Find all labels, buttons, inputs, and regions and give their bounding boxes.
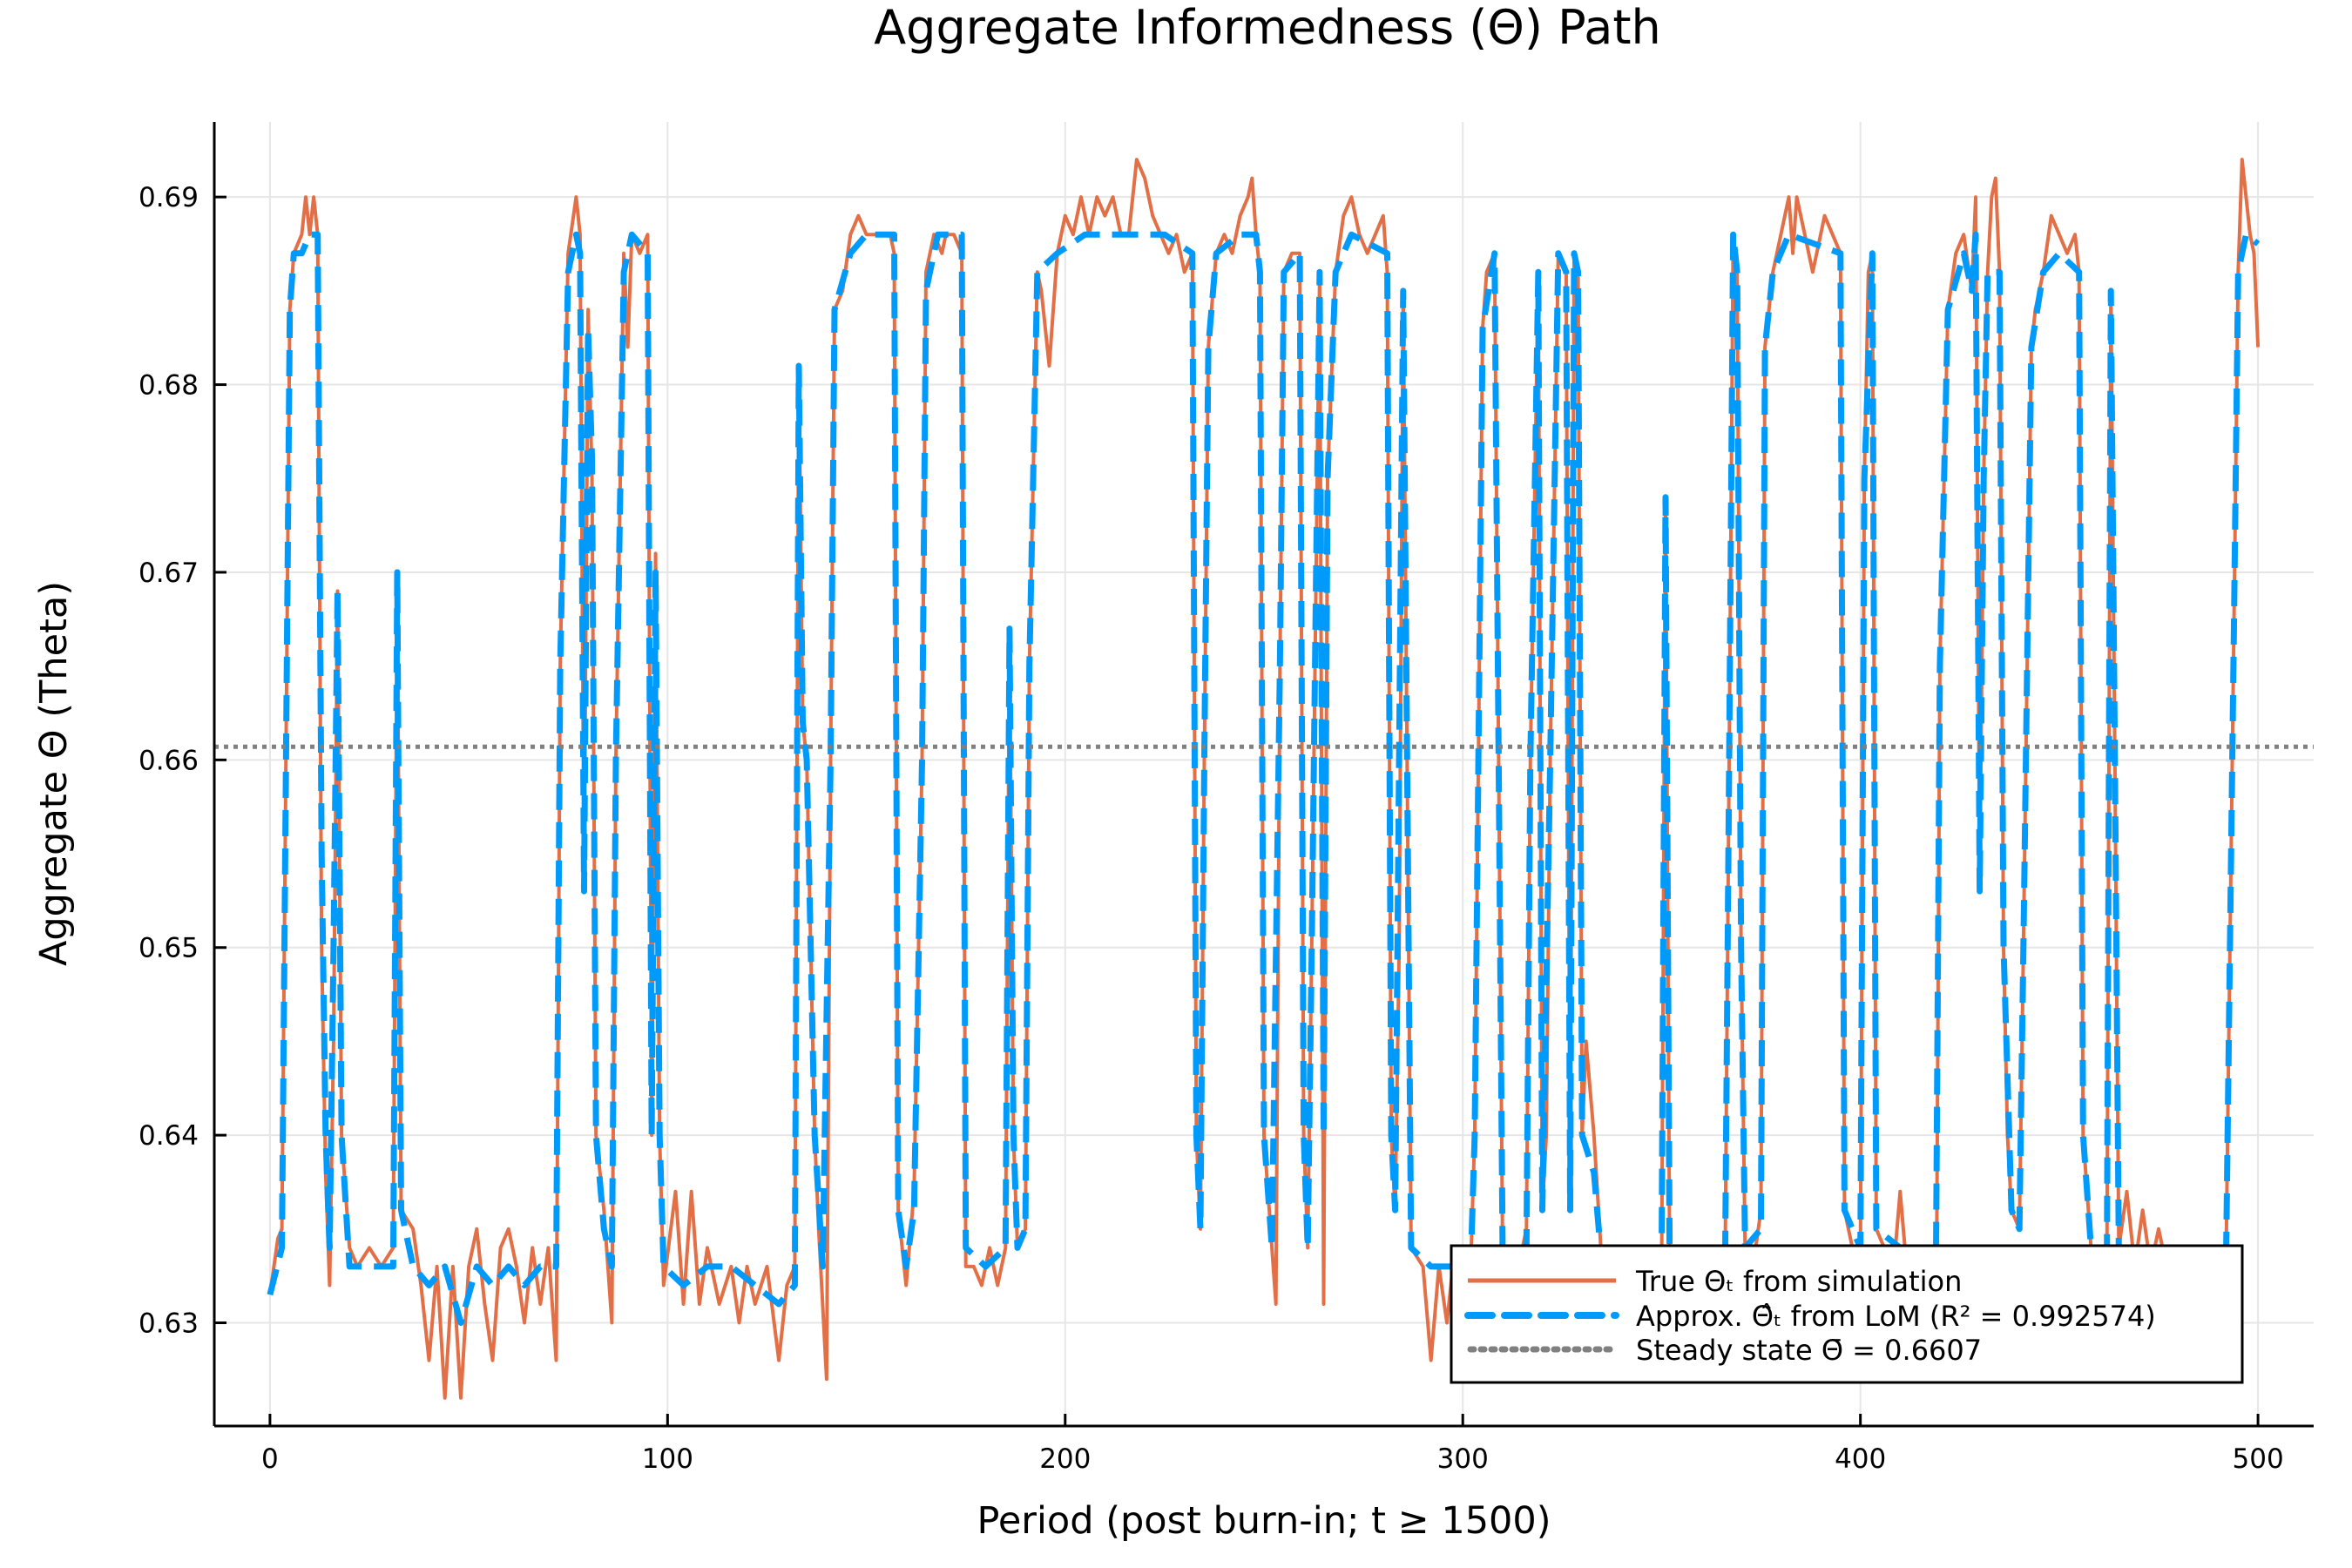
y-tick-label: 0.63 [139, 1308, 199, 1340]
series-group [214, 158, 2314, 1400]
x-tick-label: 300 [1437, 1443, 1489, 1475]
legend-label-approx: Approx. Θ̂ₜ from LoM (R² = 0.992574) [1636, 1300, 2156, 1333]
y-tick-label: 0.68 [139, 370, 199, 402]
axes: 0 100 200 300 400 500 0.63 0.64 0.65 0.66 0.67 0.68… [139, 122, 2314, 1475]
approx-theta-line [267, 231, 2261, 1326]
y-axis-label: Aggregate Θ (Theta) [32, 581, 76, 966]
y-tick-label: 0.66 [139, 745, 199, 776]
legend: True Θₜ from simulation Approx. Θ̂ₜ from… [1450, 1244, 2244, 1384]
legend-label-true: True Θₜ from simulation [1635, 1265, 1962, 1298]
y-tick-label: 0.69 [139, 182, 199, 213]
chart-title: Aggregate Informedness (Θ) Path [874, 0, 1661, 55]
y-tick-label: 0.64 [139, 1120, 199, 1152]
legend-label-steady: Steady state Θ̄ = 0.6607 [1636, 1334, 1982, 1367]
x-axis-label: Period (post burn-in; t ≥ 1500) [977, 1499, 1551, 1543]
x-tick-label: 0 [261, 1443, 279, 1475]
x-tick-label: 500 [2233, 1443, 2284, 1475]
x-tick-label: 400 [1835, 1443, 1886, 1475]
x-tick-label: 100 [642, 1443, 693, 1475]
x-tick-label: 200 [1039, 1443, 1091, 1475]
y-tick-label: 0.65 [139, 933, 199, 964]
y-tick-label: 0.67 [139, 558, 199, 589]
